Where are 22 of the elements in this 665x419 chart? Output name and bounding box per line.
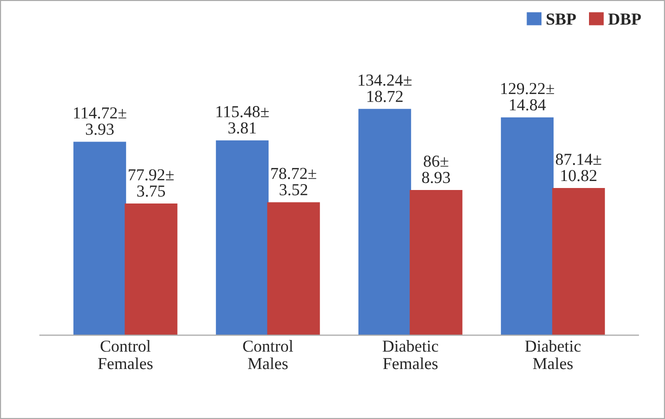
bar	[267, 202, 320, 336]
x-tick-label: Diabetic Females	[382, 340, 438, 370]
bar	[216, 140, 269, 336]
x-tick-label: Control Males	[243, 340, 294, 370]
x-tick-label: Diabetic Males	[525, 340, 581, 370]
bar	[124, 204, 178, 336]
data-label: 86± 8.93	[422, 156, 450, 184]
bar	[552, 188, 605, 336]
legend-label: SBP	[546, 14, 576, 25]
data-label: 129.22± 14.84	[501, 83, 554, 111]
data-label: 87.14± 10.82	[556, 154, 602, 182]
legend-label: DBP	[608, 14, 641, 25]
bar	[500, 117, 554, 336]
data-label: 77.92± 3.75	[128, 169, 174, 197]
bar	[73, 142, 126, 336]
data-label: 134.24± 18.72	[358, 74, 412, 102]
data-label: 115.48± 3.81	[216, 106, 269, 134]
data-label: 114.72± 3.93	[74, 107, 126, 135]
bar	[358, 108, 412, 336]
data-label: 78.72± 3.52	[271, 168, 316, 196]
x-tick-label: Control Females	[98, 340, 153, 370]
bar	[410, 190, 462, 336]
